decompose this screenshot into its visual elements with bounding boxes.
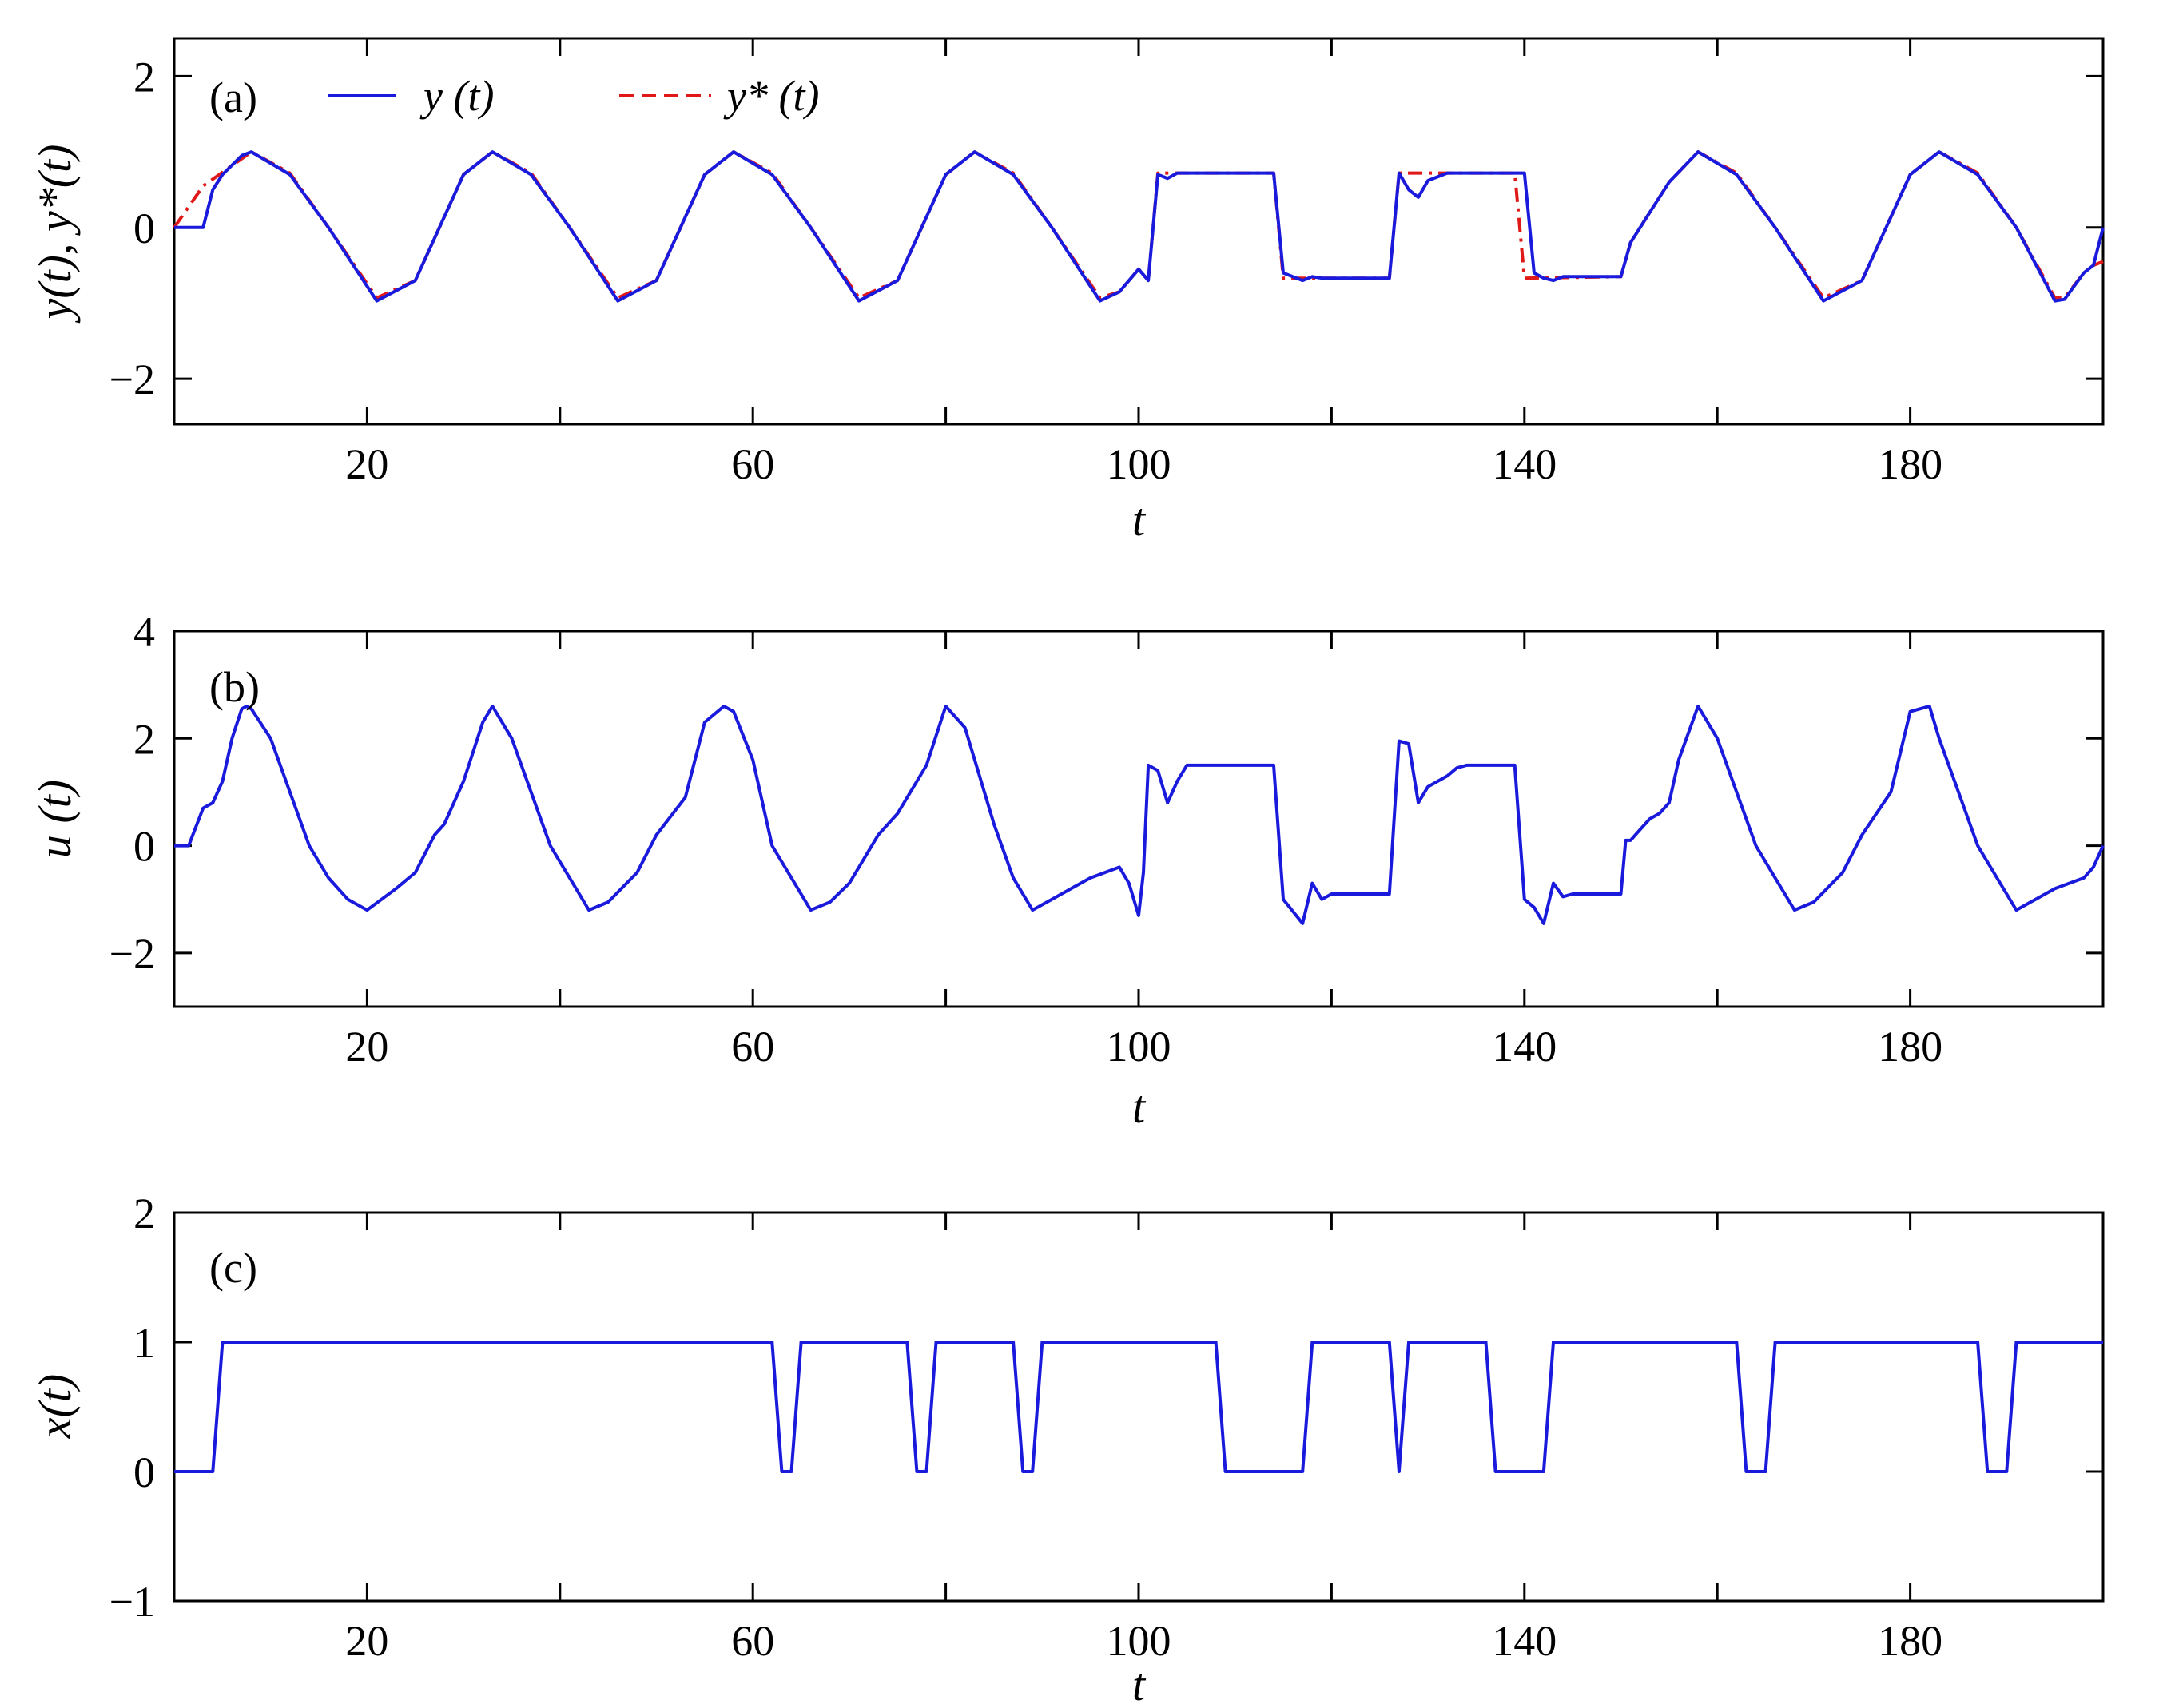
panel-b: 20 60 100 140 180 −2 0 2 4 (b) t u (t) [29, 608, 2105, 1133]
panel-a-lines [173, 150, 2105, 303]
panel-c-lines [174, 1341, 2103, 1473]
x-tick-label: 140 [1492, 1617, 1557, 1665]
x-tick-label: 180 [1878, 440, 1942, 488]
panel-b-xlabel: t [1132, 1081, 1147, 1133]
x-tick-label: 100 [1107, 1617, 1171, 1665]
x-tick-label: 60 [731, 440, 774, 488]
x-tick-label: 60 [731, 1023, 774, 1070]
x-tick-label: 20 [345, 440, 388, 488]
legend-label-y: y (t) [419, 72, 494, 120]
x-tick-label: 180 [1878, 1617, 1942, 1665]
x-tick-label: 100 [1107, 1023, 1171, 1070]
panel-c-ylabel: x(t) [29, 1374, 81, 1440]
x-tick-label: 60 [731, 1617, 774, 1665]
y-tick-label: −2 [109, 930, 155, 978]
panel-c-frame [173, 1211, 2105, 1603]
panel-b-frame [173, 630, 2105, 1008]
x-tick-label: 20 [345, 1617, 388, 1665]
series-line-primary [174, 1341, 2103, 1473]
panel-b-ticks: 20 60 100 140 180 −2 0 2 4 [109, 608, 2103, 1070]
y-tick-label: 1 [133, 1319, 155, 1367]
x-tick-label: 140 [1492, 440, 1557, 488]
panel-a: 20 60 100 140 180 −2 0 2 (a) t y(t), y*(t) y (t… [29, 37, 2105, 546]
x-tick-label: 20 [345, 1023, 388, 1070]
x-tick-label: 100 [1107, 440, 1171, 488]
panel-b-tag: (b) [209, 663, 260, 711]
y-tick-label: 0 [133, 1448, 155, 1496]
y-tick-label: 0 [133, 823, 155, 871]
y-tick-label: 2 [133, 1190, 155, 1237]
y-tick-label: −2 [109, 356, 155, 403]
panel-a-ticks: 20 60 100 140 180 −2 0 2 [109, 38, 2103, 488]
legend-label-ystar: y* (t) [723, 72, 819, 120]
panel-c: 20 60 100 140 180 −1 0 1 2 (c) t x(t) [29, 1190, 2105, 1708]
x-tick-label: 140 [1492, 1023, 1557, 1070]
legend: y (t) y* (t) [328, 72, 819, 120]
y-tick-label: −1 [109, 1578, 155, 1626]
panel-b-ylabel: u (t) [29, 780, 81, 858]
panel-a-tag: (a) [209, 73, 257, 121]
panel-b-lines [174, 705, 2105, 925]
panel-c-ticks: 20 60 100 140 180 −1 0 1 2 [109, 1190, 2103, 1665]
y-tick-label: 2 [133, 53, 155, 101]
y-tick-label: 0 [133, 205, 155, 252]
panel-a-ylabel: y(t), y*(t) [29, 145, 81, 324]
panel-a-xlabel: t [1132, 494, 1147, 546]
panel-c-xlabel: t [1132, 1658, 1147, 1708]
series-line-primary [174, 150, 2105, 303]
y-tick-label: 2 [133, 715, 155, 763]
y-tick-label: 4 [133, 608, 155, 656]
x-tick-label: 180 [1878, 1023, 1942, 1070]
panel-c-tag: (c) [209, 1244, 257, 1292]
series-line-primary [174, 705, 2105, 925]
